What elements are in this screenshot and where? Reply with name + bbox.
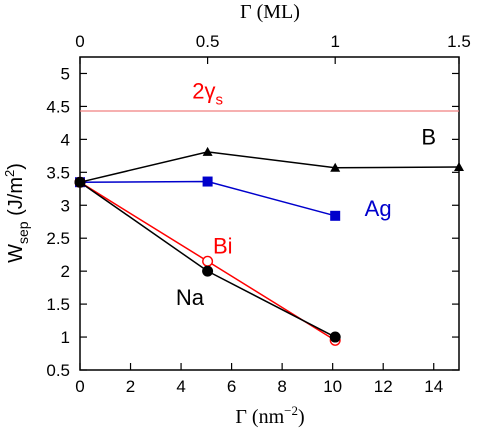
series-label-na: Na	[176, 285, 205, 310]
y-axis-title: Wsep (J/m2)	[2, 163, 31, 263]
reference-line-layer: 2γs	[80, 79, 459, 112]
plot-frame	[79, 56, 460, 371]
x-tick-label: 12	[374, 377, 393, 396]
series-label-b: B	[421, 125, 436, 150]
series-line-ag	[79, 180, 336, 217]
point-ag	[330, 210, 341, 221]
reference-line-label-main: 2γ	[192, 79, 215, 104]
x2-tick-label: 1.5	[447, 32, 471, 51]
point-na	[202, 265, 214, 277]
series-label-ag: Ag	[365, 196, 392, 221]
x2-tick-label: 1	[330, 32, 339, 51]
x-tick-label: 2	[126, 377, 135, 396]
series-layer	[74, 146, 464, 346]
point-b	[330, 162, 341, 172]
point-na	[329, 331, 341, 343]
labels-layer: B Ag Bi Na	[176, 125, 436, 310]
x-tick-label: 6	[227, 377, 236, 396]
reference-line-label-sub: s	[215, 92, 223, 109]
point-bi	[202, 255, 214, 267]
y-tick-label: 3.5	[46, 163, 70, 182]
point-ag	[202, 176, 213, 187]
y-tick-label: 4.5	[46, 97, 70, 116]
x2-axis-title: Γ (ML)	[240, 1, 300, 23]
y-tick-label: 1	[61, 328, 70, 347]
x2-tick-label: 0	[75, 32, 84, 51]
y-tick-label: 1.5	[46, 295, 70, 314]
point-b	[454, 162, 464, 172]
y-tick-label: 0.5	[46, 361, 70, 380]
series-line-b	[79, 151, 460, 183]
x-tick-label: 4	[176, 377, 185, 396]
x-tick-label: 8	[277, 377, 286, 396]
point-b	[202, 146, 213, 156]
axis-ticks: 0 2 4 6 8 10 12 140.511.522.533.544.550 0.5 1 1.5	[46, 32, 470, 396]
y-tick-label: 2	[61, 262, 70, 281]
y-tick-label: 5	[61, 64, 70, 83]
x-tick-label: 10	[323, 377, 342, 396]
x2-tick-label: 0.5	[196, 32, 220, 51]
reference-line-label: 2γs	[192, 79, 223, 109]
x-tick-label: 14	[424, 377, 443, 396]
y-tick-label: 2.5	[46, 229, 70, 248]
x-tick-label: 0	[75, 377, 84, 396]
x-axis-title: Γ (nm−2)	[235, 403, 304, 428]
y-tick-label: 3	[61, 196, 70, 215]
series-label-bi: Bi	[213, 233, 233, 258]
y-tick-label: 4	[61, 130, 70, 149]
point-na	[74, 176, 86, 188]
